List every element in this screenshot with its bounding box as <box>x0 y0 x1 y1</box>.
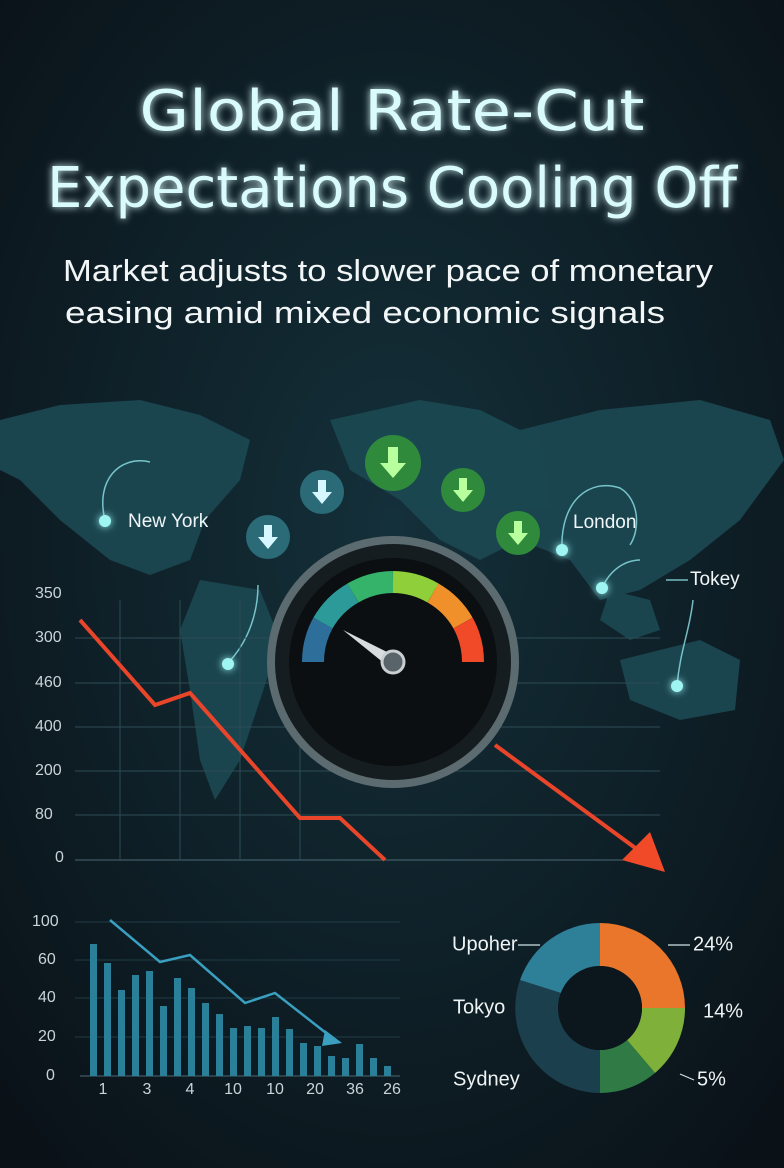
map-connectors <box>102 460 694 687</box>
x-label: 20 <box>306 1081 324 1098</box>
y-label: 80 <box>35 806 53 823</box>
title-line: Expectations Cooling Off <box>47 156 738 221</box>
bars <box>90 944 391 1076</box>
y-label: 100 <box>32 913 59 930</box>
y-label: 0 <box>55 849 64 866</box>
y-label: 350 <box>35 585 62 602</box>
x-label: 26 <box>383 1081 401 1098</box>
down-arrows <box>246 435 540 559</box>
city-label: Tokey <box>690 569 740 590</box>
y-label: 300 <box>35 629 62 646</box>
arrow-head <box>622 832 665 872</box>
donut-percent: 24% <box>693 933 733 955</box>
donut <box>515 923 695 1094</box>
y-label: 60 <box>38 951 56 968</box>
arrow-head <box>322 1030 342 1046</box>
city-label: New York <box>128 511 209 532</box>
x-label: 10 <box>224 1081 242 1098</box>
donut-label: Sydney <box>453 1068 520 1090</box>
trend-line <box>78 618 387 862</box>
bar-panel: 100 60 40 20 0 1 3 4 10 10 20 36 26 <box>32 913 401 1098</box>
subtitle-line: easing amid mixed economic signals <box>65 295 665 330</box>
x-label: 4 <box>186 1081 195 1098</box>
world-map <box>0 400 784 800</box>
x-label: 1 <box>99 1081 108 1098</box>
trend-arrow <box>493 743 640 852</box>
title-line: Global Rate-Cut <box>140 79 645 144</box>
donut-percent: 14% <box>703 1000 743 1022</box>
x-label: 36 <box>346 1081 364 1098</box>
y-label: 400 <box>35 718 62 735</box>
x-label: 10 <box>266 1081 284 1098</box>
donut-percent: 5% <box>697 1068 726 1090</box>
donut-label: Upoher <box>452 933 518 955</box>
y-label: 200 <box>35 762 62 779</box>
x-label: 3 <box>143 1081 152 1098</box>
y-label: 460 <box>35 674 62 691</box>
map-points <box>99 515 683 692</box>
gauge <box>267 536 519 788</box>
y-label: 0 <box>46 1067 55 1084</box>
subtitle-line: Market adjusts to slower pace of monetar… <box>63 253 714 288</box>
donut-label: Tokyo <box>453 996 505 1018</box>
y-label: 20 <box>38 1028 56 1045</box>
city-label: London <box>573 512 636 533</box>
bar-trend <box>109 919 336 1041</box>
y-label: 40 <box>38 989 56 1006</box>
